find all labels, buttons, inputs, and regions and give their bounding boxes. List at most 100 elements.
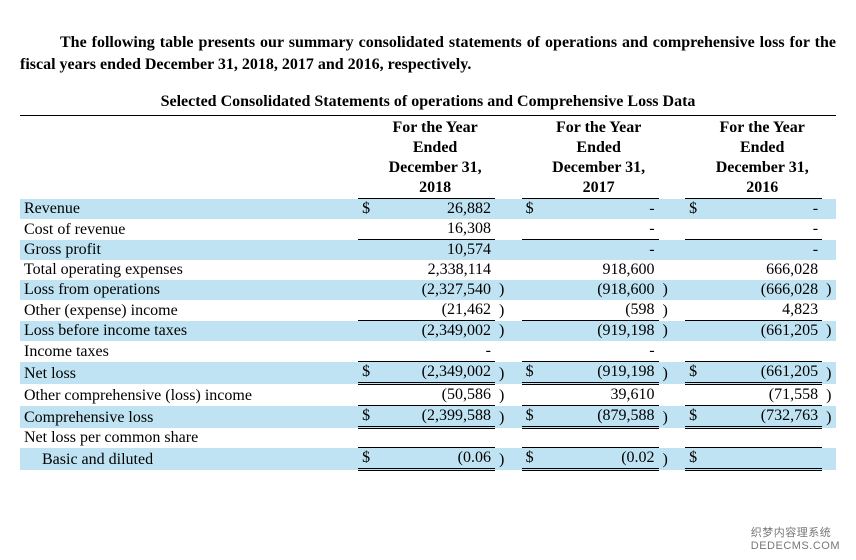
- cell: $: [685, 448, 702, 470]
- cell: (918,600: [539, 280, 659, 300]
- cell: [659, 428, 673, 448]
- cell: [509, 321, 522, 342]
- row-label: Other (expense) income: [20, 300, 345, 321]
- table-row: Other comprehensive (loss) income(50,586…: [20, 384, 836, 406]
- table-body: Revenue$26,882$-$-Cost of revenue16,308-…: [20, 199, 836, 470]
- cell: ): [822, 406, 836, 428]
- cell: $: [685, 406, 702, 428]
- cell: [672, 240, 685, 261]
- cell: [522, 240, 539, 261]
- cell: [358, 300, 375, 321]
- cell: (879,588: [539, 406, 659, 428]
- row-label: Other comprehensive (loss) income: [20, 384, 345, 406]
- col-header-2-line2: Ended: [539, 138, 659, 158]
- cell: [522, 428, 539, 448]
- cell: ): [659, 280, 673, 300]
- cell: 2,338,114: [375, 260, 495, 280]
- cell: [659, 199, 673, 220]
- cell: (661,205: [702, 362, 822, 384]
- cell: [509, 362, 522, 384]
- cell: [358, 428, 375, 448]
- cell: [509, 428, 522, 448]
- table-row: Comprehensive loss$(2,399,588)$(879,588)…: [20, 406, 836, 428]
- cell: [345, 362, 358, 384]
- cell: [345, 428, 358, 448]
- cell: -: [539, 219, 659, 240]
- cell: [685, 300, 702, 321]
- cell: [685, 240, 702, 261]
- cell: 4,823: [702, 300, 822, 321]
- cell: [345, 300, 358, 321]
- cell: (2,349,002: [375, 321, 495, 342]
- cell: [345, 280, 358, 300]
- cell: ): [822, 384, 836, 406]
- cell: ): [822, 321, 836, 342]
- cell: [509, 406, 522, 428]
- cell: [522, 321, 539, 342]
- row-label: Net loss: [20, 362, 345, 384]
- cell: [822, 219, 836, 240]
- cell: [672, 406, 685, 428]
- cell: [659, 260, 673, 280]
- cell: [358, 384, 375, 406]
- intro-paragraph: The following table presents our summary…: [20, 32, 836, 75]
- cell: [509, 341, 522, 362]
- cell: [345, 219, 358, 240]
- cell: ): [659, 406, 673, 428]
- cell: [522, 384, 539, 406]
- col-header-1-line1: For the Year: [375, 118, 495, 138]
- cell: [509, 448, 522, 470]
- row-label: Total operating expenses: [20, 260, 345, 280]
- table-header: For the Year For the Year For the Year E…: [20, 118, 836, 199]
- cell: $: [358, 448, 375, 470]
- cell: (0.02: [539, 448, 659, 470]
- cell: 39,610: [539, 384, 659, 406]
- cell: [672, 362, 685, 384]
- cell: (598: [539, 300, 659, 321]
- cell: [358, 219, 375, 240]
- cell: 26,882: [375, 199, 495, 220]
- table-row: Cost of revenue16,308--: [20, 219, 836, 240]
- cell: ): [495, 384, 509, 406]
- cell: [495, 219, 509, 240]
- cell: [358, 280, 375, 300]
- cell: (919,198: [539, 362, 659, 384]
- col-header-1-line4: 2018: [375, 178, 495, 199]
- cell: -: [539, 199, 659, 220]
- cell: -: [702, 199, 822, 220]
- cell: $: [358, 362, 375, 384]
- table-row: Other (expense) income(21,462)(598)4,823: [20, 300, 836, 321]
- cell: [345, 240, 358, 261]
- cell: [522, 280, 539, 300]
- watermark-line1: 织梦内容理系统: [751, 524, 840, 540]
- cell: [358, 260, 375, 280]
- cell: [495, 260, 509, 280]
- cell: [345, 260, 358, 280]
- cell: [685, 384, 702, 406]
- cell: [685, 260, 702, 280]
- cell: [672, 199, 685, 220]
- cell: ): [822, 362, 836, 384]
- cell: (666,028: [702, 280, 822, 300]
- cell: [822, 448, 836, 470]
- cell: [495, 428, 509, 448]
- table-row: Revenue$26,882$-$-: [20, 199, 836, 220]
- col-header-2-line1: For the Year: [539, 118, 659, 138]
- cell: [345, 406, 358, 428]
- cell: ): [495, 362, 509, 384]
- cell: [822, 260, 836, 280]
- table-row: Income taxes--: [20, 341, 836, 362]
- table-row: Net loss$(2,349,002)$(919,198)$(661,205): [20, 362, 836, 384]
- cell: (919,198: [539, 321, 659, 342]
- cell: [672, 219, 685, 240]
- col-header-1-line3: December 31,: [375, 158, 495, 178]
- cell: ): [495, 300, 509, 321]
- cell: [495, 341, 509, 362]
- cell: [702, 448, 822, 470]
- cell: ): [659, 321, 673, 342]
- cell: [672, 280, 685, 300]
- row-label: Revenue: [20, 199, 345, 220]
- cell: [685, 341, 702, 362]
- cell: [495, 240, 509, 261]
- cell: ): [495, 280, 509, 300]
